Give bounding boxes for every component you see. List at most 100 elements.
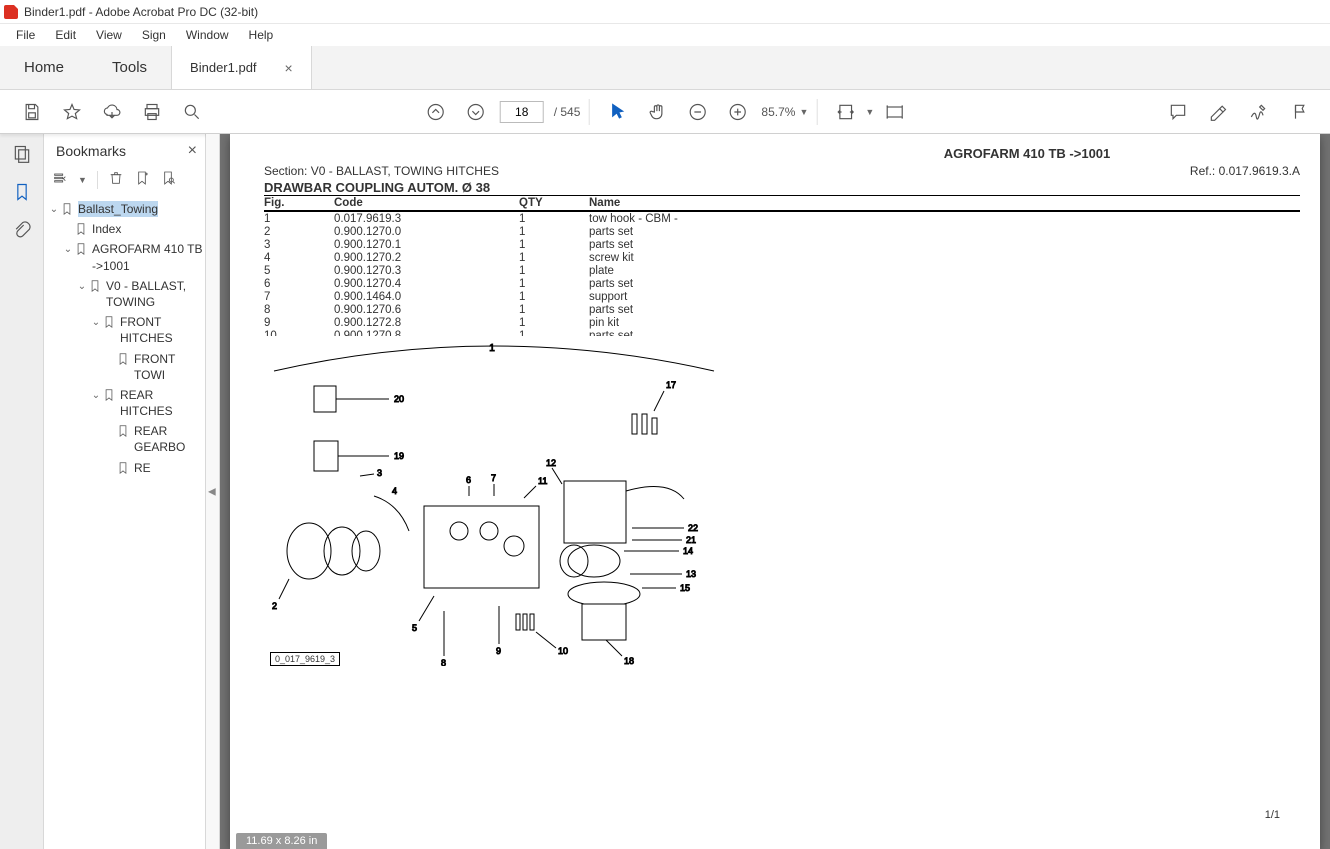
svg-text:19: 19	[394, 451, 404, 461]
doc-section: Section: V0 - BALLAST, TOWING HITCHES	[264, 164, 499, 178]
bookmark-delete-icon[interactable]	[108, 170, 124, 189]
svg-text:1: 1	[489, 343, 495, 354]
menu-window[interactable]: Window	[176, 26, 239, 44]
highlight-icon[interactable]	[1208, 102, 1228, 122]
bookmark-item[interactable]: Index	[48, 219, 203, 239]
bookmark-item[interactable]: ⌄Ballast_Towing	[48, 199, 203, 219]
bookmark-item[interactable]: ⌄FRONT HITCHES	[48, 312, 203, 348]
bookmark-icon	[74, 242, 88, 256]
tab-close-icon[interactable]: ×	[285, 60, 293, 76]
bookmarks-panel: Bookmarks × ▼ ⌄Ballast_Towing Index ⌄AGROF…	[44, 134, 206, 849]
stamp-icon[interactable]	[1288, 102, 1308, 122]
bookmark-label: Index	[92, 221, 121, 237]
comment-icon[interactable]	[1168, 102, 1188, 122]
tab-tools[interactable]: Tools	[88, 46, 171, 89]
table-row: 20.900.1270.01parts set	[264, 225, 1300, 238]
thumbnails-icon[interactable]	[12, 144, 32, 164]
table-row: 40.900.1270.21screw kit	[264, 251, 1300, 264]
bookmarks-rail-icon[interactable]	[12, 182, 32, 202]
zoom-value[interactable]: 85.7%	[761, 105, 795, 119]
bookmark-label: RE	[134, 460, 151, 476]
panel-collapse-handle[interactable]: ◀	[206, 134, 220, 849]
bookmark-icon	[116, 352, 130, 366]
bookmark-icon	[116, 424, 130, 438]
svg-text:2: 2	[272, 601, 277, 611]
menu-file[interactable]: File	[6, 26, 45, 44]
title-bar: Binder1.pdf - Adobe Acrobat Pro DC (32-b…	[0, 0, 1330, 24]
svg-text:22: 22	[688, 523, 698, 533]
table-row: 10.017.9619.31tow hook - CBM -	[264, 211, 1300, 225]
menu-bar: File Edit View Sign Window Help	[0, 24, 1330, 46]
zoom-dropdown-icon[interactable]: ▼	[799, 107, 808, 117]
page-down-icon[interactable]	[466, 102, 486, 122]
bookmark-icon	[102, 388, 116, 402]
fit-dropdown-icon[interactable]: ▼	[865, 107, 874, 117]
bookmark-label: REAR HITCHES	[120, 387, 203, 419]
zoom-out-icon[interactable]	[687, 102, 707, 122]
diagram-ref-box: 0_017_9619_3	[270, 652, 340, 666]
bookmark-icon	[60, 202, 74, 216]
pointer-icon[interactable]	[607, 102, 627, 122]
bookmarks-tree[interactable]: ⌄Ballast_Towing Index ⌄AGROFARM 410 TB ->1…	[44, 195, 205, 849]
bookmark-item[interactable]: ⌄AGROFARM 410 TB ->1001	[48, 239, 203, 275]
page-up-icon[interactable]	[426, 102, 446, 122]
tab-row: Home Tools Binder1.pdf ×	[0, 46, 1330, 90]
table-row: 70.900.1464.01support	[264, 290, 1300, 303]
side-rail	[0, 134, 44, 849]
cloud-share-icon[interactable]	[102, 102, 122, 122]
hand-icon[interactable]	[647, 102, 667, 122]
page-number-input[interactable]	[500, 101, 544, 123]
bookmark-icon	[102, 315, 116, 329]
bookmark-icon	[116, 461, 130, 475]
svg-text:11: 11	[538, 476, 547, 486]
svg-text:3: 3	[377, 468, 382, 478]
bookmark-find-icon[interactable]	[160, 170, 176, 189]
bookmark-label: FRONT TOWI	[134, 351, 203, 383]
zoom-in-icon[interactable]	[727, 102, 747, 122]
tab-document[interactable]: Binder1.pdf ×	[171, 46, 312, 89]
save-icon[interactable]	[22, 102, 42, 122]
svg-text:7: 7	[491, 473, 496, 483]
page-total-label: / 545	[554, 105, 581, 119]
menu-help[interactable]: Help	[239, 26, 284, 44]
bookmark-options-icon[interactable]	[52, 170, 68, 189]
tab-home[interactable]: Home	[0, 46, 88, 89]
attachments-icon[interactable]	[12, 220, 32, 240]
bookmark-item[interactable]: REAR GEARBO	[48, 421, 203, 457]
bookmark-item[interactable]: ⌄V0 - BALLAST, TOWING	[48, 276, 203, 312]
bookmark-label: AGROFARM 410 TB ->1001	[92, 241, 203, 273]
pdf-app-icon	[4, 5, 18, 19]
svg-text:5: 5	[412, 623, 417, 633]
fit-width-icon[interactable]	[835, 102, 855, 122]
svg-text:14: 14	[683, 546, 693, 556]
toolbar: / 545 85.7% ▼ ▼	[0, 90, 1330, 134]
svg-text:21: 21	[686, 535, 696, 545]
svg-text:4: 4	[392, 486, 397, 496]
bookmark-icon	[88, 279, 102, 293]
menu-sign[interactable]: Sign	[132, 26, 176, 44]
table-row: 30.900.1270.11parts set	[264, 238, 1300, 251]
read-mode-icon[interactable]	[884, 102, 904, 122]
pdf-page: AGROFARM 410 TB ->1001 Section: V0 - BALL…	[230, 134, 1320, 849]
sign-icon[interactable]	[1248, 102, 1268, 122]
doc-title: AGROFARM 410 TB ->1001	[754, 146, 1300, 161]
main-area: Bookmarks × ▼ ⌄Ballast_Towing Index ⌄AGROF…	[0, 134, 1330, 849]
svg-text:13: 13	[686, 569, 696, 579]
collapse-left-icon: ◀	[208, 486, 216, 497]
search-icon[interactable]	[182, 102, 202, 122]
bookmark-add-icon[interactable]	[134, 170, 150, 189]
bookmarks-title: Bookmarks	[56, 143, 126, 159]
bookmarks-toolbar: ▼	[44, 164, 205, 195]
svg-text:9: 9	[496, 646, 501, 656]
bookmark-label: FRONT HITCHES	[120, 314, 203, 346]
bookmarks-close-icon[interactable]: ×	[188, 142, 197, 160]
menu-edit[interactable]: Edit	[45, 26, 86, 44]
bookmark-item[interactable]: RE	[48, 458, 203, 478]
bookmark-options-chevron-icon[interactable]: ▼	[78, 175, 87, 185]
document-viewport[interactable]: AGROFARM 410 TB ->1001 Section: V0 - BALL…	[220, 134, 1330, 849]
bookmark-item[interactable]: FRONT TOWI	[48, 349, 203, 385]
bookmark-item[interactable]: ⌄REAR HITCHES	[48, 385, 203, 421]
star-icon[interactable]	[62, 102, 82, 122]
menu-view[interactable]: View	[86, 26, 132, 44]
print-icon[interactable]	[142, 102, 162, 122]
